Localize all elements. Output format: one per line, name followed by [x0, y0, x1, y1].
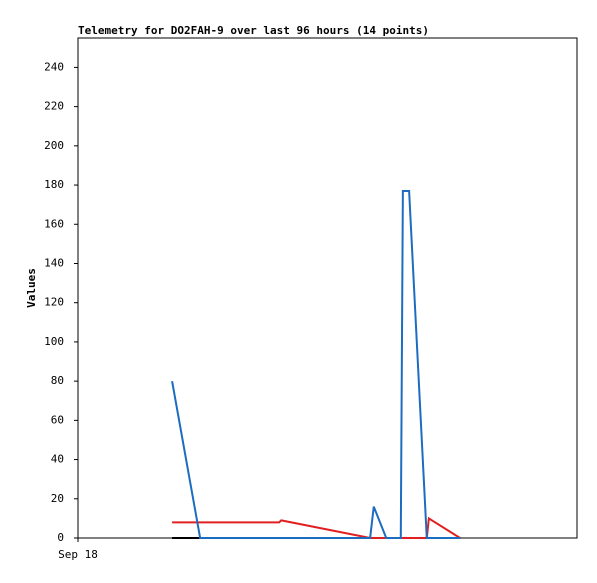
- y-tick-label: 40: [51, 453, 64, 466]
- y-tick-label: 120: [44, 296, 64, 309]
- series-line: [171, 189, 461, 539]
- chart-title: Telemetry for DO2FAH-9 over last 96 hour…: [78, 24, 429, 37]
- y-tick-label: 200: [44, 139, 64, 152]
- y-tick-label: 180: [44, 178, 64, 191]
- y-tick-label: 60: [51, 413, 64, 426]
- x-tick-label: Sep 18: [58, 548, 98, 561]
- y-tick-label: 160: [44, 217, 64, 230]
- y-tick-label: 220: [44, 100, 64, 113]
- y-tick-label: 140: [44, 256, 64, 269]
- y-tick-label: 100: [44, 335, 64, 348]
- y-tick-label: 20: [51, 492, 64, 505]
- y-axis-label: Values: [25, 268, 38, 308]
- y-tick-label: 0: [57, 531, 64, 544]
- y-tick-label: 240: [44, 60, 64, 73]
- y-tick-label: 80: [51, 374, 64, 387]
